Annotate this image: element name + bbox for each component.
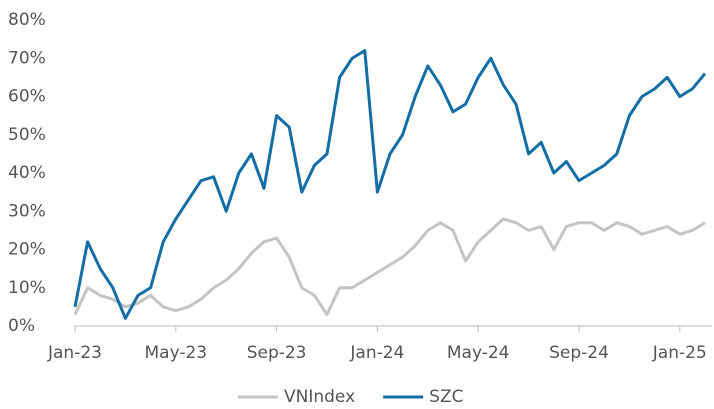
x-tick-label: Jan-24 [349,343,404,363]
y-tick-label: 80% [8,10,46,30]
x-tick-label: Jan-25 [652,343,707,363]
line-series [73,217,706,317]
x-tick-label: May-24 [447,343,510,363]
y-tick-label: 20% [8,240,46,260]
y-tick-label: 40% [8,163,46,183]
y-tick-label: 50% [8,125,46,145]
x-tick-label: Sep-23 [247,343,307,363]
line-series [73,49,707,320]
x-tick-label: Sep-24 [549,343,609,363]
y-tick-label: 70% [8,48,46,68]
x-tick-label: May-23 [144,343,207,363]
legend-label: SZC [429,387,463,407]
y-tick-label: 10% [8,278,46,298]
y-tick-label: 0% [8,316,35,336]
y-tick-label: 60% [8,87,46,107]
legend-label: VNIndex [284,387,355,407]
x-tick-label: Jan-23 [47,343,102,363]
y-tick-label: 30% [8,201,46,221]
